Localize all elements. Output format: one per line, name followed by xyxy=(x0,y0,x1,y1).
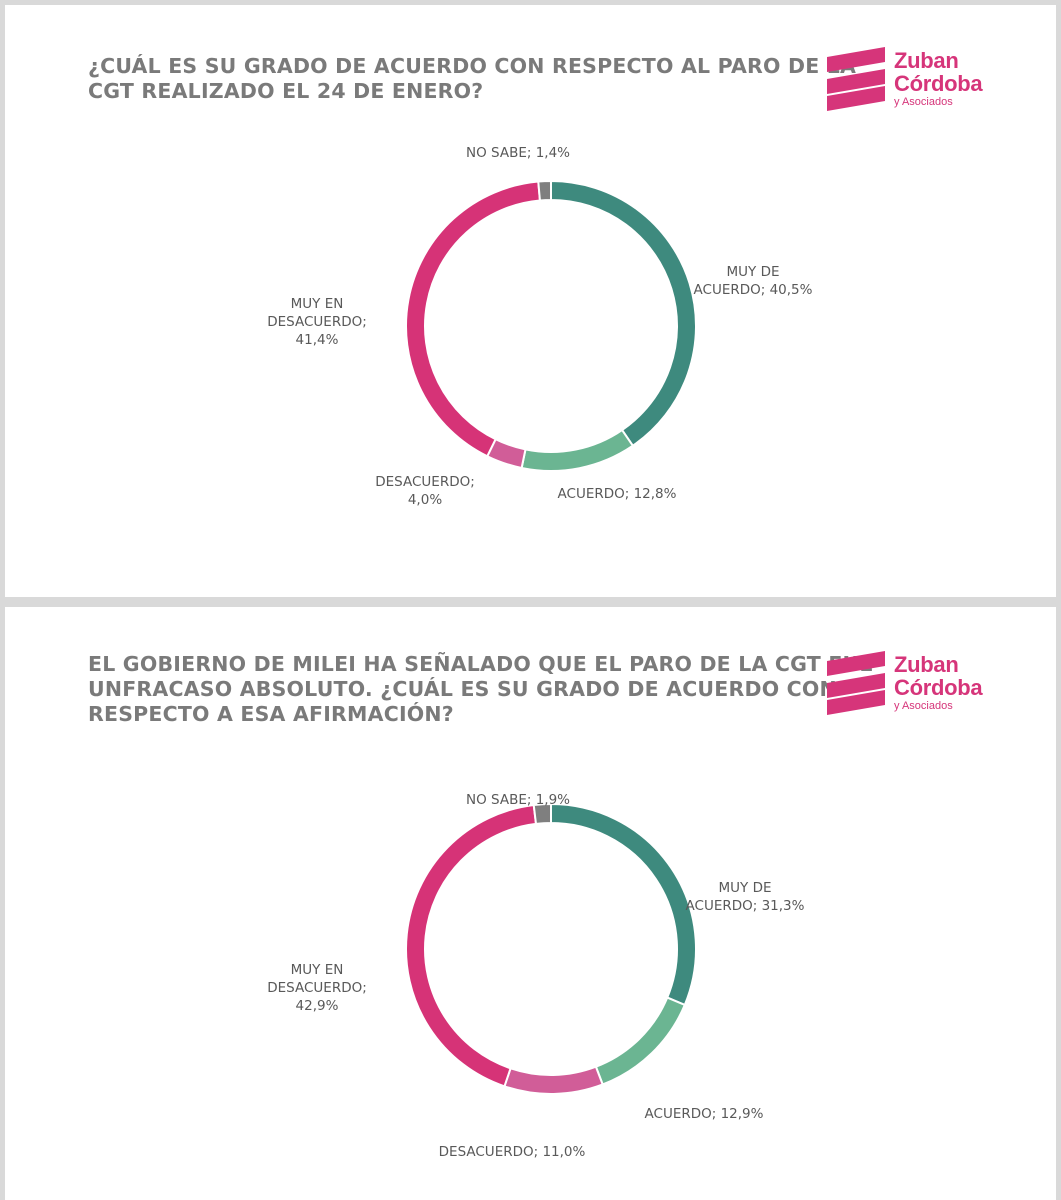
survey-panel-fracaso-absoluto: EL GOBIERNO DE MILEI HA SEÑALADO QUE EL … xyxy=(5,607,1056,1200)
label-muy-en-desacuerdo: MUY EN DESACUERDO; 41,4% xyxy=(267,296,367,348)
title-line: CGT REALIZADO EL 24 DE ENERO? xyxy=(88,79,484,103)
label-acuerdo: ACUERDO; 12,8% xyxy=(558,486,677,502)
label-line: ACUERDO; 40,5% xyxy=(694,282,813,298)
label-line: ACUERDO; 12,9% xyxy=(645,1106,764,1122)
label-line: DESACUERDO; xyxy=(267,314,367,330)
logo-word-cordoba: Córdoba xyxy=(894,71,983,96)
logo-word-zuban: Zuban xyxy=(894,652,959,677)
title-line: ¿CUÁL ES SU GRADO DE ACUERDO CON RESPECT… xyxy=(88,54,857,78)
label-line: 42,9% xyxy=(296,998,339,1014)
logo-word-cordoba: Córdoba xyxy=(894,675,983,700)
title-line: EL GOBIERNO DE MILEI HA SEÑALADO QUE EL … xyxy=(88,652,874,676)
label-muy-de-acuerdo: MUY DE ACUERDO; 40,5% xyxy=(694,264,813,298)
label-line: MUY EN xyxy=(291,962,344,978)
slice-muy-de-acuerdo xyxy=(550,802,697,1007)
logo-word-zuban: Zuban xyxy=(894,48,959,73)
logo-word-asociados: y Asociados xyxy=(894,700,953,712)
slice-acuerdo xyxy=(594,996,687,1086)
label-line: NO SABE; 1,4% xyxy=(466,145,570,161)
label-line: MUY DE xyxy=(719,880,772,896)
survey-panel-paro-cgt: ¿CUÁL ES SU GRADO DE ACUERDO CON RESPECT… xyxy=(5,5,1056,597)
label-muy-de-acuerdo: MUY DE ACUERDO; 31,3% xyxy=(686,880,805,914)
zuban-cordoba-stripes-logo-icon xyxy=(827,47,885,111)
brand-logo: Zuban Córdoba y Asociados xyxy=(827,47,1007,117)
label-line: NO SABE; 1,9% xyxy=(466,792,570,808)
label-line: MUY EN xyxy=(291,296,344,312)
panel-title: EL GOBIERNO DE MILEI HA SEÑALADO QUE EL … xyxy=(88,652,874,727)
brand-logo: Zuban Córdoba y Asociados xyxy=(827,651,1007,721)
label-line: ACUERDO; 12,8% xyxy=(558,486,677,502)
slice-muy-en-desacuerdo xyxy=(405,803,538,1088)
label-line: ACUERDO; 31,3% xyxy=(686,898,805,914)
donut-chart: MUY DE ACUERDO; 31,3% ACUERDO; 12,9% DESACU… xyxy=(267,792,805,1160)
slice-acuerdo xyxy=(520,428,635,472)
label-acuerdo: ACUERDO; 12,9% xyxy=(645,1106,764,1122)
label-line: 41,4% xyxy=(296,332,339,348)
slice-desacuerdo xyxy=(503,1065,604,1095)
label-line: DESACUERDO; 11,0% xyxy=(439,1144,586,1160)
logo-word-asociados: y Asociados xyxy=(894,96,953,108)
label-line: DESACUERDO; xyxy=(267,980,367,996)
label-line: DESACUERDO; xyxy=(375,474,475,490)
slice-no-sabe xyxy=(537,179,552,202)
label-muy-en-desacuerdo: MUY EN DESACUERDO; 42,9% xyxy=(267,962,367,1014)
slice-muy-de-acuerdo xyxy=(550,179,697,448)
label-desacuerdo: DESACUERDO; 11,0% xyxy=(439,1144,586,1160)
label-no-sabe: NO SABE; 1,4% xyxy=(466,145,570,161)
label-line: 4,0% xyxy=(408,492,442,508)
slice-muy-en-desacuerdo xyxy=(405,180,542,458)
title-line: UNFRACASO ABSOLUTO. ¿CUÁL ES SU GRADO DE… xyxy=(88,677,837,701)
panel-title: ¿CUÁL ES SU GRADO DE ACUERDO CON RESPECT… xyxy=(88,54,857,104)
label-line: MUY DE xyxy=(727,264,780,280)
label-no-sabe: NO SABE; 1,9% xyxy=(466,792,570,808)
zuban-cordoba-stripes-logo-icon xyxy=(827,651,885,715)
title-line: RESPECTO A ESA AFIRMACIÓN? xyxy=(88,702,454,726)
donut-chart: MUY DE ACUERDO; 40,5% ACUERDO; 12,8% DESACU… xyxy=(267,145,813,508)
slice-no-sabe xyxy=(532,802,552,826)
label-desacuerdo: DESACUERDO; 4,0% xyxy=(375,474,475,508)
